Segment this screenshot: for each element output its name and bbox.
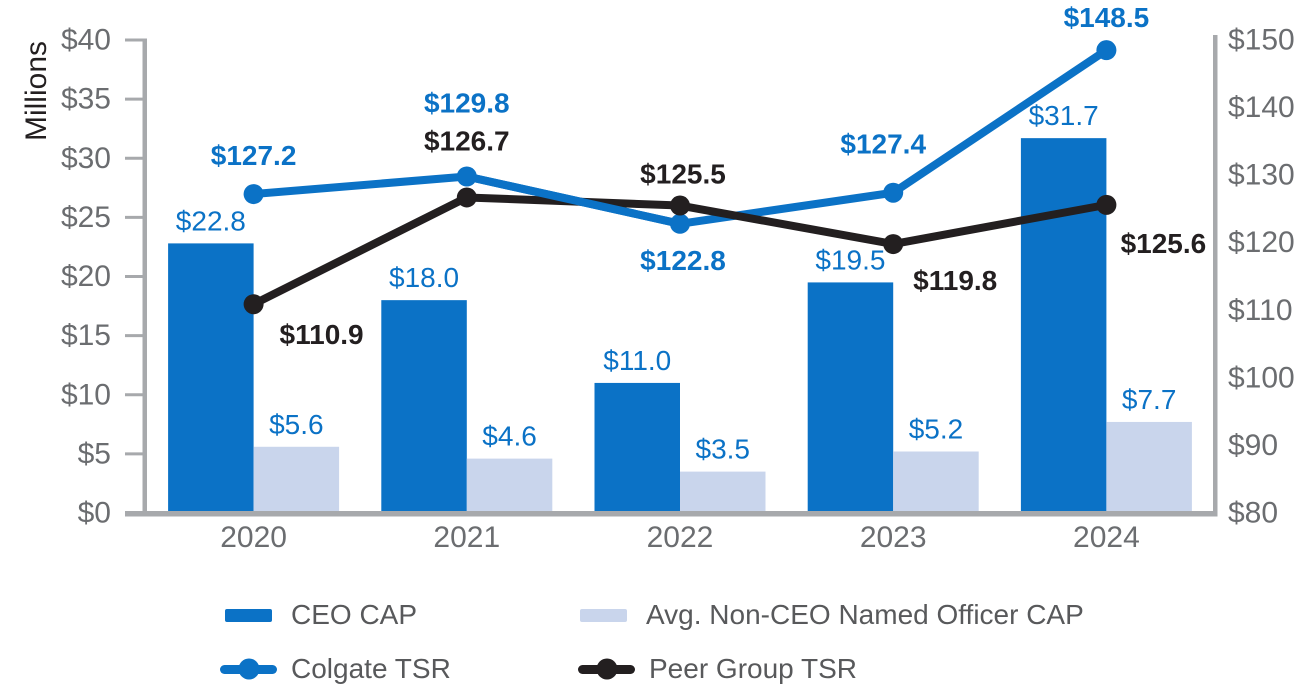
line-value-label: $126.7 (424, 125, 510, 156)
bar-ceo-cap-2020 (168, 243, 254, 513)
bar-avg-non-ceo-named-officer-cap-2020 (253, 446, 340, 513)
combo-chart-plot: $40 $35 $30 $25 $20 $15 $10 $5 $0 $150 $140 $130 $12… (61, 2, 1295, 554)
right-axis-tick-label: $110 (1228, 294, 1293, 327)
bar-ceo-cap-2023 (807, 282, 894, 513)
colgate-tsr-line-overlay (462, 172, 684, 228)
legend-swatch-colgate-tsr-line (220, 658, 277, 680)
peer-group-tsr-point-2020 (243, 294, 264, 315)
bar-ceo-cap-2024 (1020, 138, 1107, 513)
left-axis-tick-label: $30 (61, 142, 111, 175)
bar-avg-non-ceo-named-officer-cap-2022 (680, 471, 766, 513)
bar-avg-non-ceo-named-officer-cap-2024 (1106, 421, 1192, 513)
legend-label-colgate-tsr: Colgate TSR (291, 653, 451, 684)
line-value-label: $129.8 (424, 87, 510, 118)
bar-value-label: $22.8 (176, 205, 246, 236)
legend-swatch-ceo-cap-bar (225, 608, 272, 622)
bar-value-label: $4.6 (482, 421, 537, 452)
colgate-tsr-point-2022 (670, 213, 690, 234)
right-axis-tick-label: $80 (1228, 497, 1278, 530)
legend-item-nonceo-cap: Avg. Non-CEO Named Officer CAP (580, 598, 1084, 632)
bar-ceo-cap-2022 (594, 382, 680, 513)
left-axis-tick-label: $40 (61, 24, 111, 57)
left-axis-tick-label: $10 (61, 378, 111, 411)
right-axis-tick-label: $90 (1228, 429, 1278, 462)
bar-value-label: $11.0 (603, 345, 671, 376)
legend-swatch-colgate-tsr-dot (238, 658, 259, 680)
legend-item-peer-group-tsr: Peer Group TSR (578, 652, 857, 686)
colgate-tsr-point-2020 (243, 184, 264, 205)
x-axis-category-label: 2020 (220, 521, 287, 554)
bar-value-label: $19.5 (815, 244, 885, 275)
colgate-tsr-point-2021 (456, 166, 477, 187)
line-value-label: $127.4 (840, 129, 926, 160)
left-axis-tick-label: $0 (78, 497, 111, 530)
bar-value-label: $18.0 (389, 262, 459, 293)
line-value-label: $125.5 (640, 159, 726, 190)
bar-avg-non-ceo-named-officer-cap-2021 (466, 458, 553, 513)
left-axis-tick-label: $35 (61, 83, 111, 116)
right-axis-line (1213, 35, 1218, 513)
colgate-tsr-point-2023 (883, 182, 904, 203)
right-axis-tick-label: $130 (1228, 159, 1295, 192)
legend-label-nonceo-cap: Avg. Non-CEO Named Officer CAP (646, 599, 1084, 630)
peer-group-tsr-point-2022 (670, 195, 690, 216)
left-axis-line (142, 40, 147, 513)
line-value-label: $125.6 (1121, 228, 1207, 259)
right-axis-tick-label: $150 (1228, 24, 1295, 57)
bar-avg-non-ceo-named-officer-cap-2023 (893, 451, 979, 513)
peer-group-tsr-point-2021 (456, 187, 477, 208)
bar-value-label: $3.5 (696, 434, 751, 465)
left-axis-tick-label: $5 (78, 437, 111, 470)
bar-ceo-cap-2021 (381, 300, 467, 513)
line-value-label: $122.8 (640, 245, 726, 276)
legend-item-ceo-cap: CEO CAP (225, 598, 417, 632)
x-axis-category-label: 2024 (1073, 521, 1140, 554)
right-axis-tick-label: $100 (1228, 361, 1295, 394)
bar-value-label: $5.2 (909, 414, 964, 445)
line-value-label: $110.9 (280, 319, 364, 350)
x-axis-category-label: 2023 (860, 521, 927, 554)
right-axis-tick-label: $120 (1228, 226, 1295, 259)
peer-group-tsr-point-2024 (1096, 194, 1117, 215)
bar-value-label: $5.6 (269, 409, 324, 440)
peer-group-tsr-point-2023 (883, 234, 904, 255)
bar-value-label: $7.7 (1122, 384, 1177, 415)
x-axis-category-label: 2022 (647, 521, 714, 554)
bar-value-label: $31.7 (1029, 100, 1099, 131)
left-axis-tick-label: $20 (61, 260, 111, 293)
colgate-tsr-point-2024 (1096, 40, 1117, 61)
right-axis-tick-label: $140 (1228, 91, 1295, 124)
legend-swatch-peer-group-tsr-line (578, 658, 635, 680)
legend-swatch-peer-group-tsr-dot (596, 658, 617, 680)
left-axis-tick-label: $15 (61, 319, 111, 352)
left-axis-tick-label: $25 (61, 201, 111, 234)
x-axis-line (125, 511, 1218, 517)
x-axis-category-label: 2021 (433, 521, 500, 554)
line-value-label: $127.2 (211, 140, 297, 171)
legend-label-ceo-cap: CEO CAP (291, 599, 418, 630)
legend-swatch-nonceo-cap-bar (580, 608, 627, 622)
line-value-label: $148.5 (1064, 2, 1150, 33)
chart-legend: CEO CAP Avg. Non-CEO Named Officer CAP C… (0, 586, 1309, 691)
legend-label-peer-group-tsr: Peer Group TSR (649, 653, 858, 684)
legend-item-colgate-tsr: Colgate TSR (220, 652, 451, 686)
line-value-label: $119.8 (913, 265, 997, 296)
